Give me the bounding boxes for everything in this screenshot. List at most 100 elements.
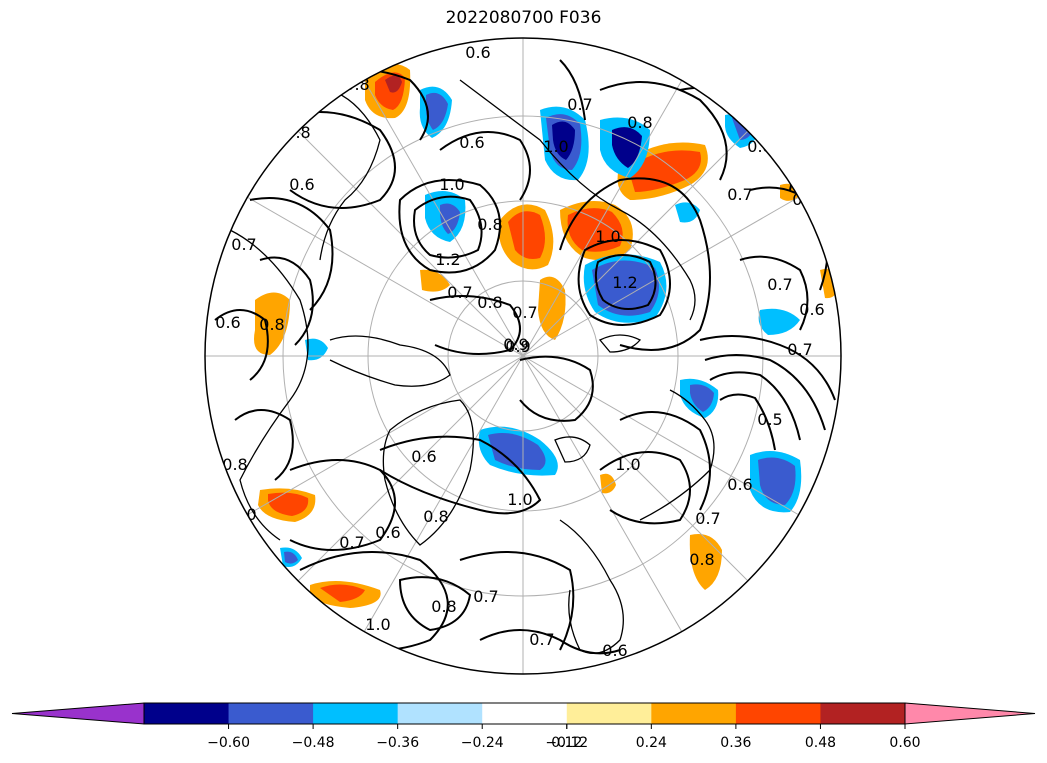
contour-label: 0.6: [411, 447, 436, 466]
warm-anomaly-peak: [385, 75, 402, 93]
warm-anomaly-core: [320, 584, 365, 602]
contour-label: 0.6: [602, 641, 627, 660]
contour-line: [704, 354, 826, 431]
cool-anomaly-core: [612, 127, 642, 168]
warm-anomaly-core: [268, 492, 309, 516]
contour-label: 0.8: [747, 137, 772, 156]
colorbar-tick-label: −0.36: [376, 735, 419, 751]
colorbar-bin: [820, 703, 906, 724]
contour-label: 0.7: [787, 340, 812, 359]
contour-label: 1.0: [543, 137, 568, 156]
contour-line: [214, 309, 269, 381]
warm-anomaly-region: [254, 292, 290, 355]
colorbar-bin: [651, 703, 737, 724]
colorbar-tick-label: −0.48: [292, 735, 335, 751]
coastline-scandinavia: [559, 519, 624, 654]
colorbar-tick-label: −0.12: [545, 735, 588, 751]
contour-label: 0.6: [215, 313, 240, 332]
contour-line: [413, 195, 483, 259]
colorbar-bin: [482, 703, 568, 724]
map-title: 2022080700 F036: [445, 8, 602, 28]
colorbar-tick-label: 0.48: [805, 735, 836, 751]
contour-line: [709, 371, 801, 441]
contour-label: 0.7: [339, 533, 364, 552]
cool-anomaly-peak: [552, 121, 575, 160]
contour-label: 0.7: [473, 587, 498, 606]
contour-label: 0.7: [567, 95, 592, 114]
colorbar-bin: [228, 703, 314, 724]
contour-label: 1.0: [439, 175, 464, 194]
contour-label: 0.6: [727, 475, 752, 494]
contour-label: 0.6: [375, 523, 400, 542]
contour-label: 0.6: [459, 133, 484, 152]
warm-anomaly-region: [538, 276, 566, 340]
contour-line: [594, 254, 657, 310]
contour-line: [699, 335, 836, 401]
coastline-europe: [639, 389, 715, 521]
colorbar: −0.60 −0.48 −0.36 −0.24 −0.120.12 0.24 0.36 0.4…: [11, 702, 1036, 751]
contour-line: [398, 179, 501, 274]
contour-label: 1.2: [435, 250, 460, 269]
contour-line: [519, 355, 594, 422]
contour-label: 0.8: [627, 113, 652, 132]
contour-label: 0.8: [285, 123, 310, 142]
coastline-greenland: [382, 399, 474, 546]
cool-anomaly-core: [690, 384, 714, 412]
contour-line: [719, 393, 776, 451]
contour-label: 1.0: [615, 455, 640, 474]
coastline-canadian-archipelago: [329, 335, 451, 387]
contour-label-layer: 0.8 0.6 0.8 0.6 1.0 1.0 0.7 0.8 0.8 1.2 0.7 0.8 0.6 1…: [215, 43, 824, 660]
contour-label: 0.7: [447, 283, 472, 302]
contour-label: 0.8: [477, 215, 502, 234]
contour-line: [577, 239, 671, 326]
contour-label: 0.7: [512, 303, 537, 322]
contour-line: [559, 177, 711, 351]
colorbar-tick-label: −0.24: [461, 735, 504, 751]
colorbar-tick-label: −0.60: [207, 735, 250, 751]
contour-label: 0.8: [477, 293, 502, 312]
contour-label: 1.2: [612, 273, 637, 292]
colorbar-tick-label: 0.24: [636, 735, 667, 751]
coastline-siberia: [459, 79, 696, 321]
warm-anomaly-region: [600, 473, 616, 494]
contour-label: 0.6: [289, 175, 314, 194]
contour-label: 0.9: [505, 337, 530, 356]
contour-label: 0.7: [231, 235, 256, 254]
colorbar-extend-max: [904, 702, 1036, 725]
colorbar-extend-min: [11, 702, 145, 725]
map-boundary: [204, 37, 842, 675]
contour-line: [279, 111, 396, 209]
contour-label: 0.8: [259, 315, 284, 334]
contour-label: 0.7: [529, 630, 554, 649]
contour-label: 0.7: [727, 185, 752, 204]
cool-anomaly-core: [425, 92, 448, 130]
warm-anomaly-region: [689, 534, 722, 590]
contour-label: 0.7: [767, 275, 792, 294]
contour-label: 0.8: [689, 550, 714, 569]
colorbar-bin: [313, 703, 399, 724]
coastline-north-america: [229, 229, 309, 541]
colorbar-frame: [143, 702, 906, 725]
contour-lines: [214, 59, 836, 655]
contour-label: 0.8: [431, 597, 456, 616]
cool-anomaly-core: [592, 260, 659, 316]
colorbar-bin: [397, 703, 483, 724]
cool-anomaly-region: [305, 338, 328, 361]
colorbar-tick-label: 0.36: [720, 735, 751, 751]
contour-line: [234, 409, 294, 481]
colorbar-tick-label: 0.12: [551, 735, 582, 751]
cool-anomaly-core: [758, 457, 796, 505]
colorbar-bin: [735, 703, 821, 724]
contour-label: 1.0: [365, 615, 390, 634]
colorbar-bin: [566, 703, 652, 724]
contour-label: 0.8: [222, 455, 247, 474]
cool-anomaly-core: [284, 551, 298, 564]
colorbar-tick-label: 0.60: [889, 735, 920, 751]
warm-anomaly-core: [508, 211, 545, 259]
colorbar-bin: [144, 703, 230, 724]
contour-label: 0.7: [695, 509, 720, 528]
contour-line: [249, 197, 334, 311]
contour-line: [739, 255, 809, 331]
contour-line: [599, 81, 728, 181]
